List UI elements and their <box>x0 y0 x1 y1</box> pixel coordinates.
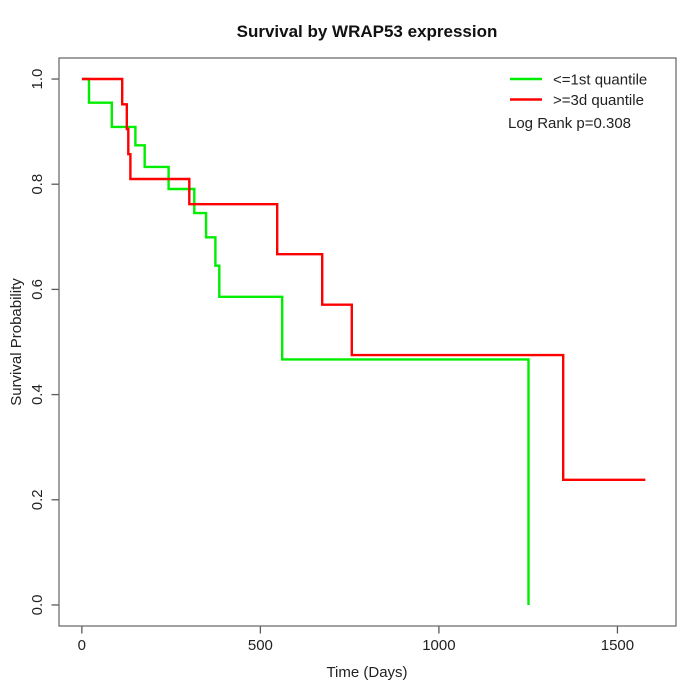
x-tick-label: 1500 <box>601 637 634 654</box>
x-axis-label: Time (Days) <box>326 664 407 681</box>
km-curve-third-quantile <box>81 77 646 481</box>
km-curve-first-quantile <box>81 77 530 605</box>
x-tick-label: 0 <box>78 637 86 654</box>
legend-label-first-quantile: <=1st quantile <box>553 72 647 89</box>
legend: <=1st quantile >=3d quantile Log Rank p=… <box>508 72 647 133</box>
y-tick-label: 0.8 <box>29 174 46 195</box>
x-tick-label: 1000 <box>422 637 455 654</box>
x-tick-label: 500 <box>248 637 273 654</box>
survival-curves <box>81 77 646 605</box>
log-rank-pvalue: Log Rank p=0.308 <box>508 115 631 132</box>
plot-box <box>58 57 677 627</box>
y-tick-label: 0.6 <box>29 279 46 300</box>
y-axis-ticks: 1.0 0.8 0.6 0.4 0.2 0.0 <box>29 69 59 616</box>
y-tick-label: 0.0 <box>29 595 46 616</box>
y-axis-label: Survival Probability <box>8 278 25 406</box>
chart-title: Survival by WRAP53 expression <box>237 22 498 41</box>
x-axis-ticks: 0 500 1000 1500 <box>78 626 634 654</box>
legend-label-third-quantile: >=3d quantile <box>553 92 644 109</box>
y-tick-label: 0.2 <box>29 489 46 510</box>
y-tick-label: 0.4 <box>29 384 46 405</box>
y-tick-label: 1.0 <box>29 69 46 90</box>
